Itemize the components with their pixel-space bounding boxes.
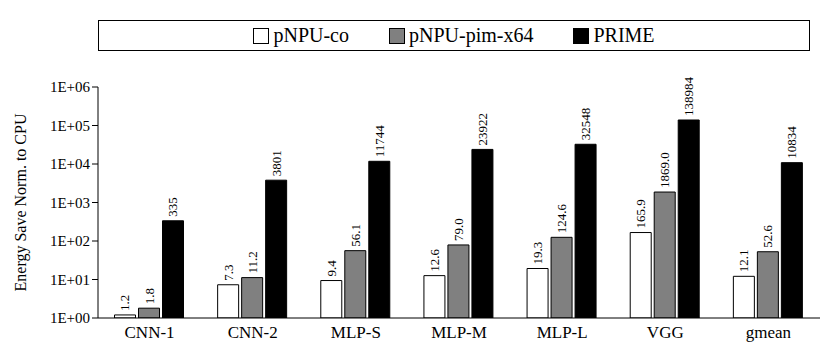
svg-text:56.1: 56.1 [348,224,363,247]
svg-text:23922: 23922 [475,113,490,146]
svg-text:165.9: 165.9 [633,199,648,228]
svg-text:CNN-2: CNN-2 [228,323,278,342]
svg-text:11744: 11744 [372,125,387,158]
svg-text:gmean: gmean [746,323,792,342]
svg-text:19.3: 19.3 [530,242,545,265]
svg-text:124.6: 124.6 [554,204,569,234]
svg-text:7.3: 7.3 [221,265,236,281]
svg-text:MLP-S: MLP-S [331,323,381,342]
svg-text:9.4: 9.4 [324,260,339,277]
svg-text:1E+03: 1E+03 [50,195,90,211]
svg-text:1869.0: 1869.0 [657,152,672,188]
svg-text:3801: 3801 [269,150,284,176]
svg-text:138984: 138984 [681,76,696,116]
svg-text:335: 335 [166,197,181,217]
svg-text:1.8: 1.8 [142,288,157,304]
svg-text:1E+01: 1E+01 [50,272,90,288]
svg-text:10834: 10834 [784,126,799,159]
html-text:pNPU-pim-x64: pNPU-pim-x64 [409,24,534,46]
svg-text:MLP-L: MLP-L [537,323,588,342]
svg-text:79.0: 79.0 [451,218,466,241]
svg-text:12.6: 12.6 [427,248,442,271]
svg-text:11.2: 11.2 [245,251,260,273]
svg-text:1.2: 1.2 [118,295,133,311]
svg-text:1E+02: 1E+02 [50,233,90,249]
svg-text:1E+05: 1E+05 [50,118,90,134]
html-text:PRIME: PRIME [593,24,655,46]
svg-text:Energy Save Norm. to CPU: Energy Save Norm. to CPU [12,113,30,291]
svg-text:52.6: 52.6 [760,224,775,247]
svg-text:1E+00: 1E+00 [50,310,90,326]
svg-text:32548: 32548 [578,108,593,141]
svg-text:VGG: VGG [647,323,684,342]
html-text:pNPU-co: pNPU-co [273,24,349,46]
svg-text:CNN-1: CNN-1 [125,323,175,342]
svg-text:1E+04: 1E+04 [50,156,91,172]
svg-text:MLP-M: MLP-M [431,323,487,342]
svg-text:1E+06: 1E+06 [50,79,91,95]
svg-text:12.1: 12.1 [736,250,751,273]
